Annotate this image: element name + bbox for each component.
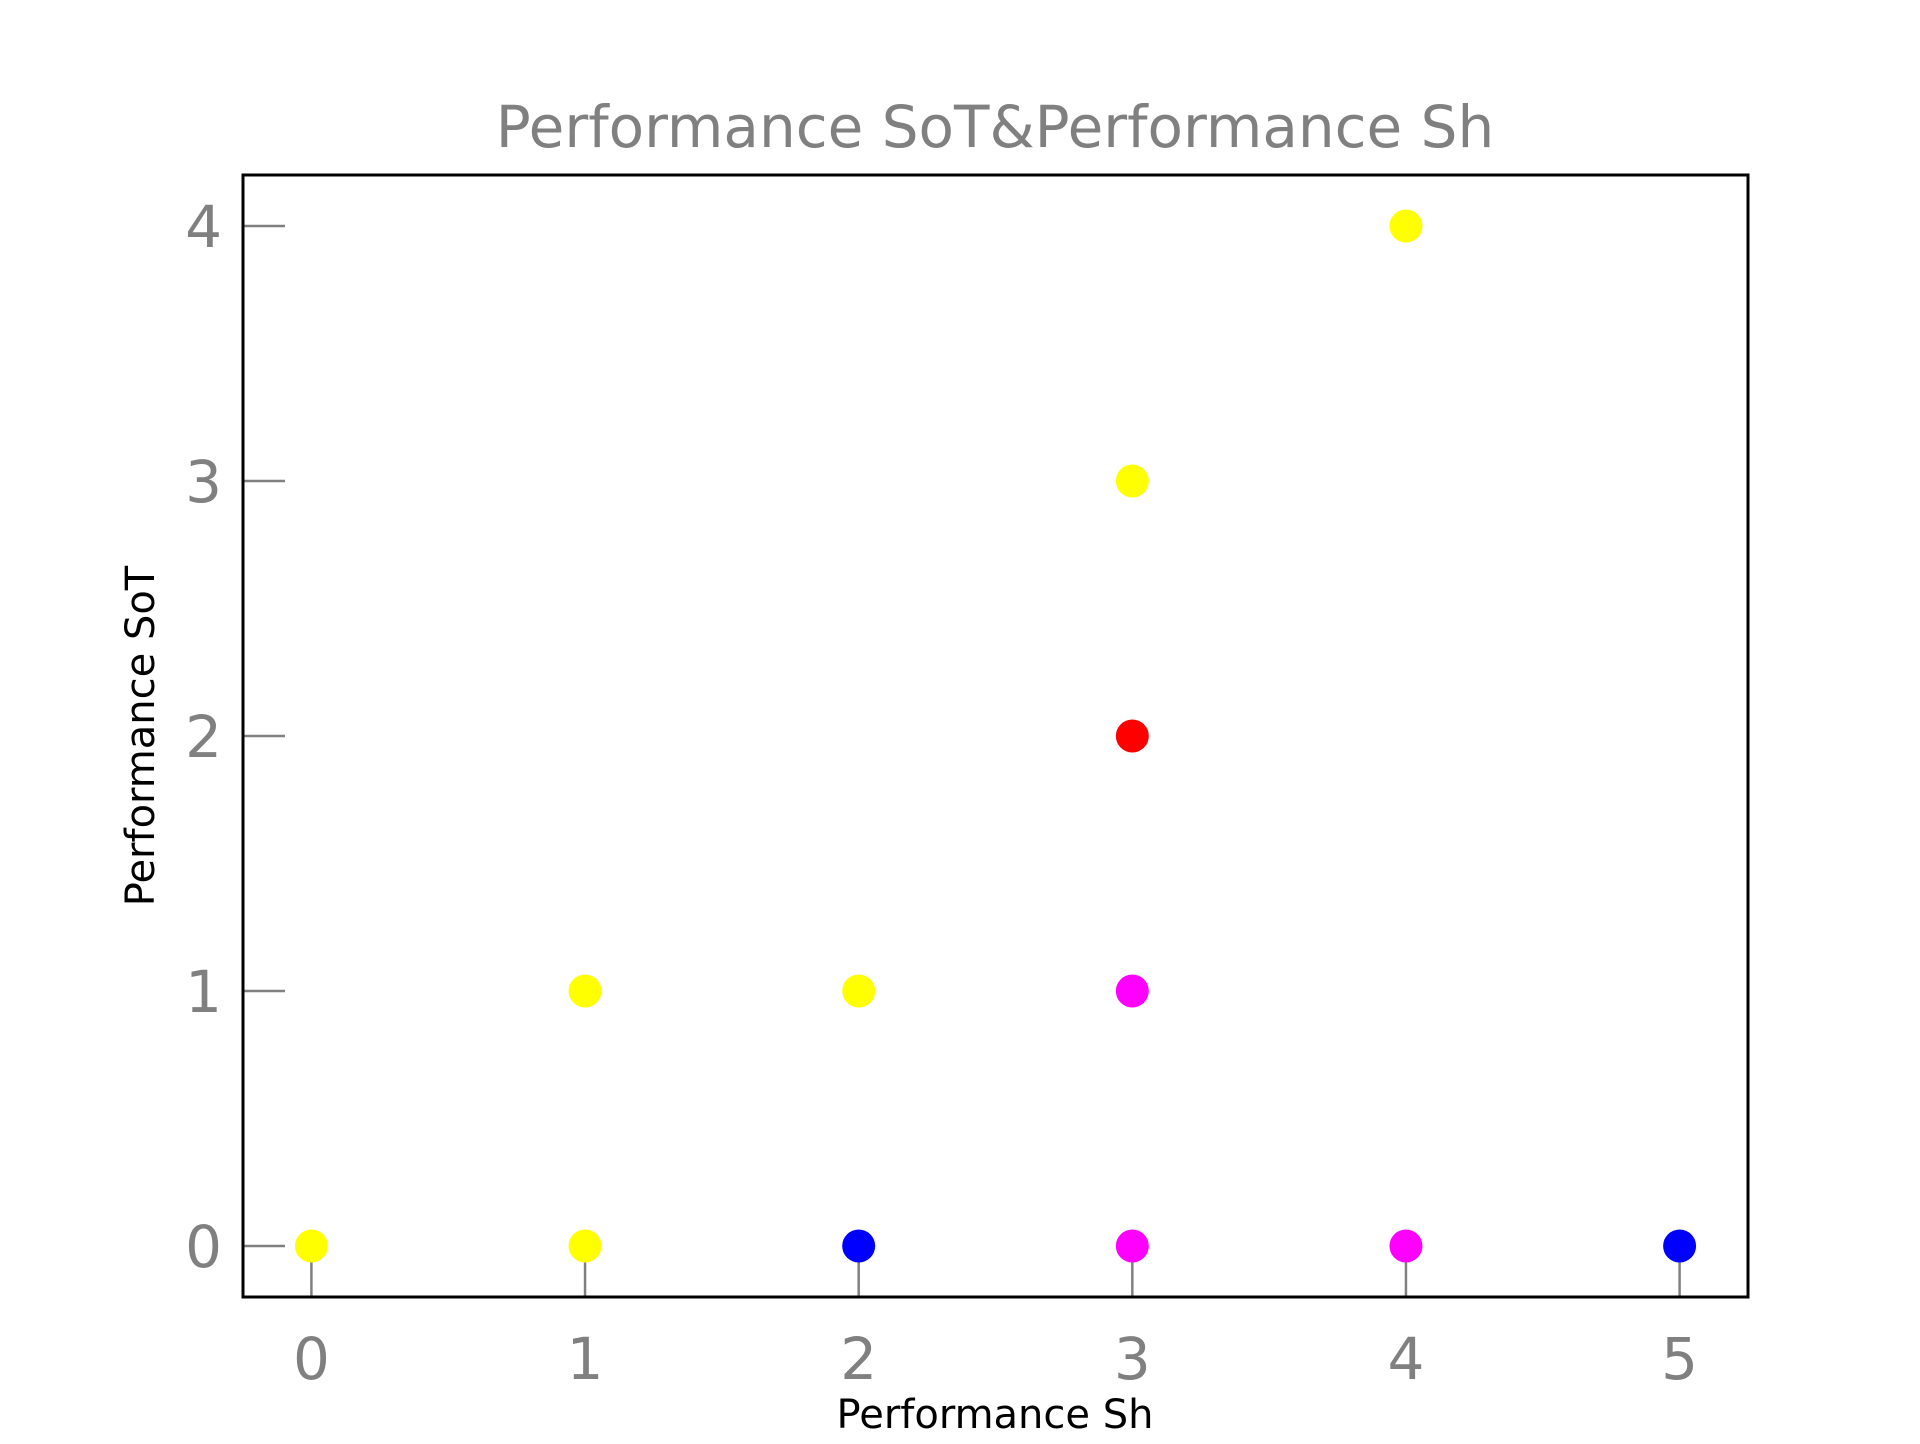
y-axis-label: Performance SoT (118, 565, 164, 906)
scatter-point (1663, 1229, 1697, 1263)
scatter-point (1115, 974, 1149, 1008)
x-tick-label: 4 (1388, 1325, 1425, 1393)
x-axis-label: Performance Sh (837, 1392, 1154, 1438)
scatter-point (842, 1229, 876, 1263)
scatter-point (1115, 1229, 1149, 1263)
x-tick-label: 1 (567, 1325, 604, 1393)
scatter-point (568, 974, 602, 1008)
x-tick-label: 2 (840, 1325, 877, 1393)
scatter-point (1115, 464, 1149, 498)
y-tick-label: 2 (185, 703, 222, 771)
y-tick-label: 3 (185, 448, 222, 516)
chart-title: Performance SoT&Performance Sh (496, 93, 1495, 161)
ticks-layer (243, 224, 1681, 1297)
plot-frame (241, 173, 1750, 1299)
scatter-point (1115, 719, 1149, 753)
points-layer (294, 209, 1697, 1263)
y-tick-label: 4 (185, 193, 222, 261)
x-tick-label: 5 (1661, 1325, 1698, 1393)
scatter-point (1389, 1229, 1423, 1263)
scatter-point (1389, 209, 1423, 243)
scatter-point (294, 1229, 328, 1263)
x-tick-label: 3 (1114, 1325, 1151, 1393)
tick-labels-layer: 0 1 2 3 4 5 0 1 2 3 4 (185, 193, 1698, 1393)
scatter-point (568, 1229, 602, 1263)
y-tick-label: 0 (185, 1213, 222, 1281)
y-tick-label: 1 (185, 958, 222, 1026)
scatter-point (842, 974, 876, 1008)
x-tick-label: 0 (293, 1325, 330, 1393)
